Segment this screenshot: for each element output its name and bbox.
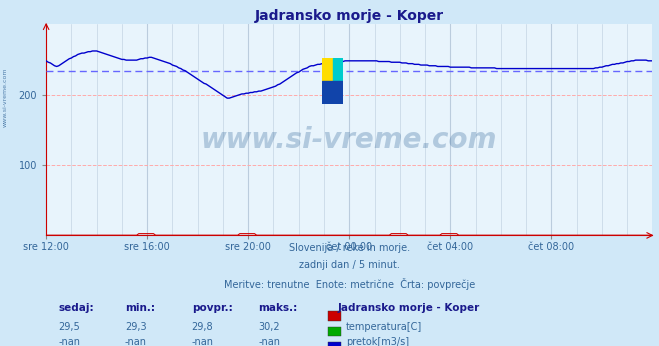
Text: -nan: -nan [192, 337, 214, 346]
Text: -nan: -nan [258, 337, 280, 346]
Text: 29,8: 29,8 [192, 322, 214, 332]
Text: pretok[m3/s]: pretok[m3/s] [346, 337, 409, 346]
Text: min.:: min.: [125, 303, 155, 312]
Text: temperatura[C]: temperatura[C] [346, 322, 422, 332]
FancyBboxPatch shape [328, 327, 341, 336]
Text: Meritve: trenutne  Enote: metrične  Črta: povprečje: Meritve: trenutne Enote: metrične Črta: … [223, 277, 475, 290]
FancyBboxPatch shape [328, 342, 341, 346]
Text: 29,5: 29,5 [58, 322, 80, 332]
Text: povpr.:: povpr.: [192, 303, 233, 312]
Text: 29,3: 29,3 [125, 322, 146, 332]
FancyBboxPatch shape [328, 311, 341, 321]
Text: Slovenija / reke in morje.: Slovenija / reke in morje. [289, 243, 410, 253]
Text: maks.:: maks.: [258, 303, 298, 312]
Text: -nan: -nan [125, 337, 147, 346]
Text: Jadransko morje - Koper: Jadransko morje - Koper [337, 303, 479, 312]
Text: zadnji dan / 5 minut.: zadnji dan / 5 minut. [299, 261, 400, 270]
Text: sedaj:: sedaj: [58, 303, 94, 312]
Text: 30,2: 30,2 [258, 322, 280, 332]
Title: Jadransko morje - Koper: Jadransko morje - Koper [255, 9, 444, 23]
Text: www.si-vreme.com: www.si-vreme.com [201, 126, 498, 154]
Text: www.si-vreme.com: www.si-vreme.com [3, 67, 8, 127]
Text: -nan: -nan [58, 337, 80, 346]
